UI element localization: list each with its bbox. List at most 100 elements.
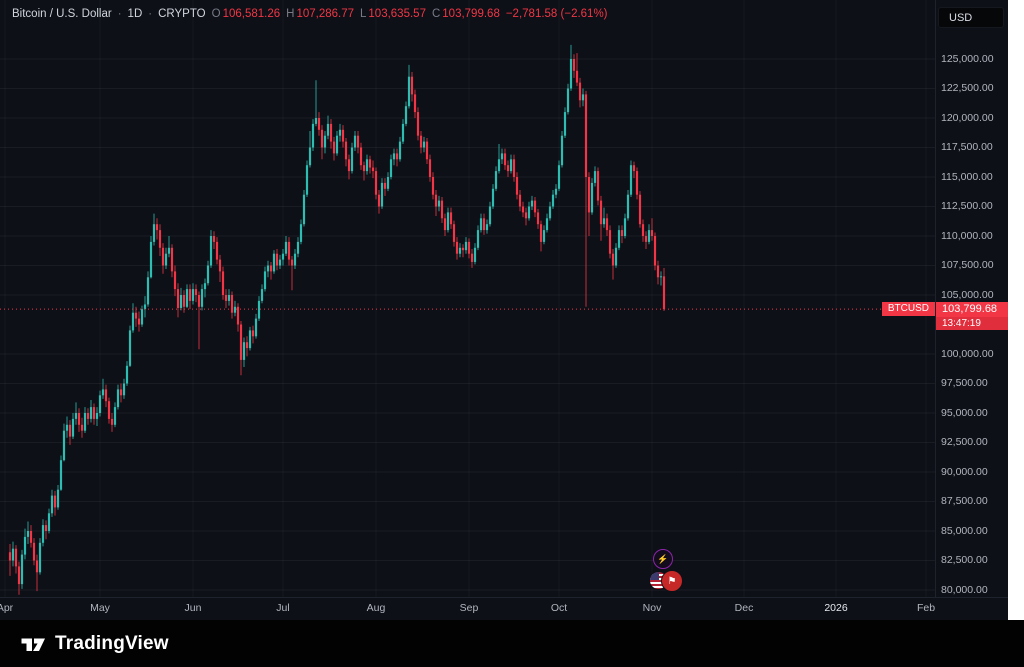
legend-separator: · xyxy=(117,8,122,20)
symbol-price-tag: BTCUSD xyxy=(881,302,935,317)
candle-body xyxy=(230,295,234,313)
candle-body xyxy=(74,413,78,419)
candle-body xyxy=(578,82,582,101)
candle-body xyxy=(509,159,513,172)
ohlc-low: L 103,635.57 xyxy=(360,8,426,20)
current-price-axis-label: 103,799.68 13:47:19 xyxy=(936,302,1008,331)
candle-body xyxy=(41,525,45,543)
candle-body xyxy=(50,495,54,514)
candle-body xyxy=(389,159,393,177)
candle-body xyxy=(89,407,93,419)
currency-usd-button[interactable]: USD xyxy=(938,7,1004,28)
candle-body xyxy=(341,129,345,142)
candle-body xyxy=(197,295,201,307)
candle-body xyxy=(425,141,429,160)
tradingview-brand-link[interactable]: TradingView xyxy=(20,631,169,657)
candle-body xyxy=(545,218,549,231)
candle-body xyxy=(269,265,273,272)
candle-body xyxy=(302,194,306,225)
time-axis-label: Nov xyxy=(642,602,662,614)
candle-body xyxy=(362,165,366,172)
candle-body xyxy=(266,265,270,272)
candle-body xyxy=(122,383,126,396)
candle-body xyxy=(383,182,387,189)
time-axis-label: Sep xyxy=(459,602,479,614)
candle-body xyxy=(572,59,576,71)
price-axis-label: 82,500.00 xyxy=(941,554,988,566)
price-axis-label: 117,500.00 xyxy=(941,141,993,153)
high-letter: H xyxy=(286,8,295,20)
price-axis[interactable]: 125,000.00 122,500.00 120,000.00 117,500.00… xyxy=(936,0,1008,597)
price-axis-label: 100,000.00 xyxy=(941,347,994,360)
candle-body xyxy=(587,177,591,213)
candle-body xyxy=(44,525,48,531)
candle-body xyxy=(557,165,561,189)
candle-body xyxy=(440,200,444,219)
candle-body xyxy=(560,135,564,166)
candle-body xyxy=(662,276,666,310)
candle-body xyxy=(494,171,498,189)
candle-body xyxy=(161,247,165,266)
candle-body xyxy=(629,165,633,195)
candle-body xyxy=(620,230,624,236)
candle-body xyxy=(659,276,663,278)
candle-body xyxy=(377,194,381,207)
bar-countdown: 13:47:19 xyxy=(936,317,1008,331)
candle-body xyxy=(386,177,390,189)
candle-body xyxy=(284,241,288,254)
candle-body xyxy=(242,342,246,360)
candle-body xyxy=(539,224,543,242)
candle-body xyxy=(335,135,339,154)
candle-body xyxy=(488,206,492,225)
lightning-event-icon[interactable]: ⚡ xyxy=(653,549,673,569)
chart-canvas[interactable] xyxy=(0,0,1008,620)
candle-body xyxy=(566,88,570,113)
ohlc-high: H 107,286.77 xyxy=(286,8,354,20)
candle-body xyxy=(149,241,153,278)
time-axis-label: Jun xyxy=(184,602,202,614)
candle-body xyxy=(65,424,69,431)
candle-body xyxy=(368,159,372,168)
candle-body xyxy=(656,265,660,278)
candle-body xyxy=(551,194,555,207)
candle-body xyxy=(515,177,519,195)
candle-body xyxy=(23,536,27,555)
candle-body xyxy=(224,295,228,301)
candle-body xyxy=(233,306,237,313)
price-axis-label: 112,500.00 xyxy=(941,200,993,212)
candle-body xyxy=(257,300,261,319)
candle-body xyxy=(329,123,333,142)
open-letter: O xyxy=(211,8,221,20)
candle-body xyxy=(314,118,318,124)
candle-body xyxy=(320,129,324,148)
candle-body xyxy=(431,177,435,195)
tradingview-logo-icon xyxy=(20,631,46,657)
candle-body xyxy=(593,171,597,183)
candle-body xyxy=(569,59,573,89)
symbol-title[interactable]: Bitcoin / U.S. Dollar xyxy=(12,8,112,20)
candle-body xyxy=(404,106,408,124)
candle-body xyxy=(98,395,102,413)
candle-body xyxy=(287,241,291,260)
time-axis[interactable]: Apr May Jun Jul Aug Sep Oct Nov Dec 2026 Feb xyxy=(0,597,1008,620)
exchange-label[interactable]: CRYPTO xyxy=(158,8,206,20)
timeframe-label[interactable]: 1D xyxy=(127,8,143,20)
candle-body xyxy=(635,171,639,195)
candle-body xyxy=(281,253,285,260)
economic-event-icon[interactable]: ⚑ xyxy=(661,570,683,592)
candle-body xyxy=(422,141,426,148)
candle-body xyxy=(407,76,411,107)
candle-body xyxy=(434,194,438,207)
candle-body xyxy=(194,289,198,295)
candle-body xyxy=(245,342,249,349)
candle-body xyxy=(437,200,441,207)
candle-body xyxy=(581,94,585,101)
price-axis-label: 110,000.00 xyxy=(941,229,993,242)
candle-body xyxy=(146,277,150,305)
candle-body xyxy=(344,141,348,160)
candle-body xyxy=(614,247,618,266)
candle-body xyxy=(107,401,111,419)
high-value: 107,286.77 xyxy=(296,8,354,20)
candle-body xyxy=(326,123,330,136)
candle-body xyxy=(170,247,174,272)
